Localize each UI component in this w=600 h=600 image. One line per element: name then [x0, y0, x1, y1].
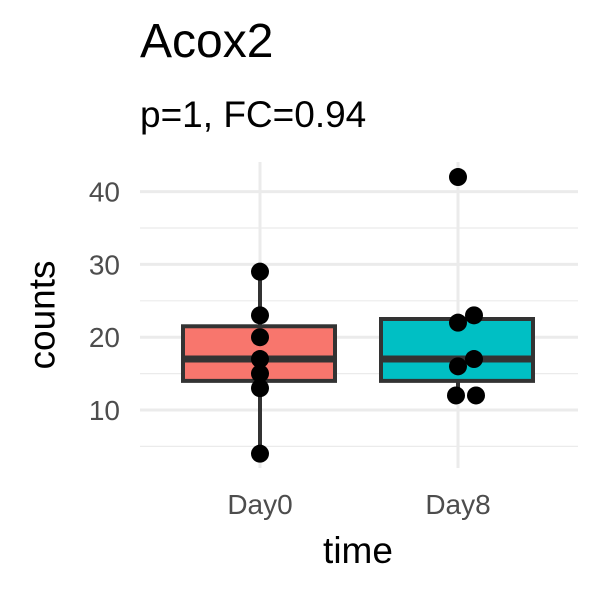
data-point	[447, 386, 465, 405]
x-tick-label: Day0	[227, 489, 292, 520]
y-tick-label: 10	[89, 395, 120, 426]
data-point	[467, 386, 485, 405]
data-point	[465, 350, 483, 369]
data-point	[251, 262, 269, 281]
data-point	[251, 328, 269, 347]
x-axis-label: time	[323, 530, 393, 571]
data-point	[449, 357, 467, 376]
data-point	[251, 444, 269, 463]
chart-title: Acox2	[140, 15, 274, 68]
y-tick-label: 20	[89, 322, 120, 353]
data-point	[251, 379, 269, 398]
data-point	[251, 350, 269, 369]
y-tick-label: 40	[89, 177, 120, 208]
x-tick-label: Day8	[425, 489, 490, 520]
y-tick-label: 30	[89, 249, 120, 280]
data-point	[449, 313, 467, 332]
data-point	[251, 364, 269, 383]
data-point	[251, 306, 269, 325]
chart-subtitle: p=1, FC=0.94	[140, 94, 367, 135]
data-point	[449, 168, 467, 187]
data-point	[465, 306, 483, 325]
